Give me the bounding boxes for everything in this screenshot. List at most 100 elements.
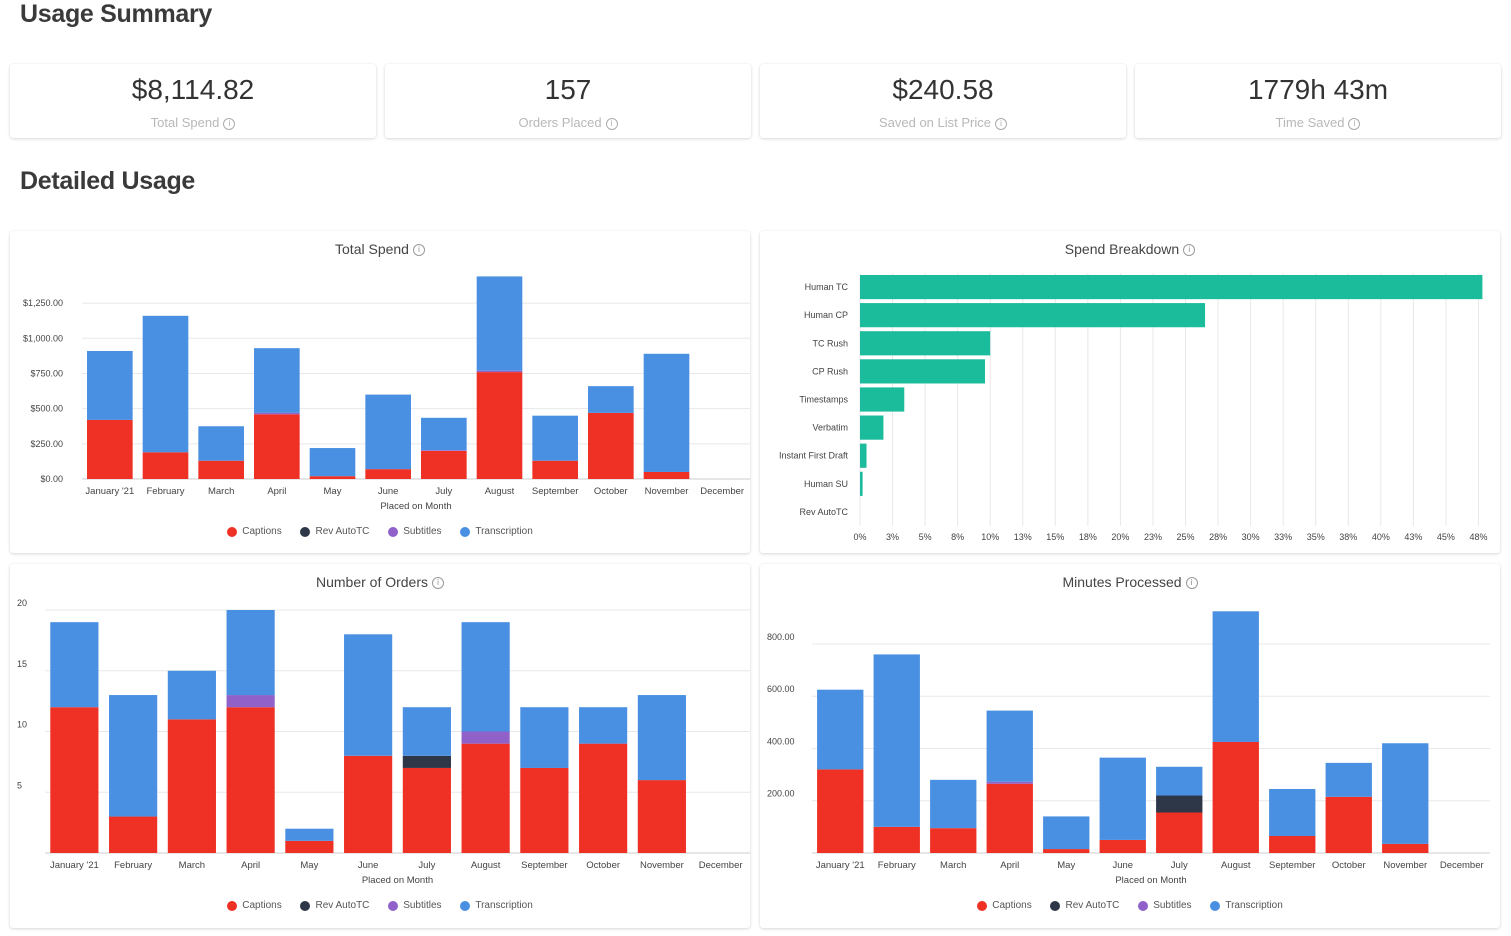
bar-captions-march <box>198 460 244 479</box>
x-tick-label: 48% <box>1469 532 1487 542</box>
x-tick-label: 8% <box>951 532 964 542</box>
bar-transcription-october <box>579 707 628 744</box>
x-tick-label: November <box>1383 860 1427 871</box>
legend-item-captions[interactable]: Captions <box>977 900 1032 911</box>
bar-transcription-april <box>226 610 275 696</box>
total-spend-chart-card: $0.00 $250.00 $500.00 $750.00 $1,000.00 $1,25… <box>10 231 750 553</box>
y-tick-label: Human CP <box>804 310 848 320</box>
x-tick-label: April <box>1000 860 1019 871</box>
info-icon[interactable]: i <box>605 117 618 130</box>
x-tick-label: September <box>521 860 567 871</box>
bar-transcription-may <box>1043 816 1090 850</box>
legend-dot <box>388 900 399 911</box>
bar-tc-rush <box>860 331 991 356</box>
x-tick-label: 13% <box>1014 532 1032 542</box>
x-tick-label: 3% <box>886 532 899 542</box>
y-tick-label: 15 <box>17 659 27 669</box>
bar-transcription-august <box>461 622 510 732</box>
minutes-processed-chart-card: 200.00 400.00 600.00 800.00 January '21 Febru… <box>760 564 1500 928</box>
chart-legend: Captions Rev AutoTC Subtitles Transcript… <box>760 900 1500 911</box>
bar-captions-june <box>365 469 411 479</box>
y-tick-label: 5 <box>17 780 22 790</box>
bar-captions-september <box>532 460 578 479</box>
x-tick-label: May <box>300 860 318 871</box>
x-tick-label: November <box>640 860 684 871</box>
legend-item-captions[interactable]: Captions <box>227 526 282 537</box>
x-tick-label: August <box>485 486 515 497</box>
bar-captions-february <box>142 452 189 479</box>
bar-captions-may <box>285 840 334 853</box>
bar-subtitles-july <box>421 450 467 451</box>
info-icon[interactable]: i <box>995 117 1007 130</box>
info-icon[interactable]: i <box>432 577 445 590</box>
bar-captions-august <box>461 743 510 853</box>
info-icon[interactable]: i <box>223 117 236 130</box>
bar-transcription-november <box>637 695 686 781</box>
bar-transcription-october <box>588 386 634 413</box>
legend-item-rev-autotc[interactable]: Rev AutoTC <box>1050 900 1119 911</box>
bar-human-cp <box>860 303 1206 328</box>
orders-placed-value: 157 <box>544 74 592 105</box>
bar-subtitles-april <box>226 695 275 708</box>
bar-captions-october <box>588 412 634 479</box>
x-tick-label: 23% <box>1144 532 1162 542</box>
legend-item-subtitles[interactable]: Subtitles <box>388 526 442 537</box>
info-icon[interactable]: i <box>1183 244 1196 257</box>
legend-item-captions[interactable]: Captions <box>227 900 282 911</box>
bar-subtitles-august <box>461 731 510 744</box>
bar-human-tc <box>860 274 1483 300</box>
legend-item-transcription[interactable]: Transcription <box>460 526 533 537</box>
saved-list-price-card: $240.58 Saved on List Price i <box>760 64 1126 138</box>
info-icon[interactable]: i <box>1185 577 1198 590</box>
x-tick-label: March <box>940 860 966 871</box>
x-tick-label: June <box>358 860 379 871</box>
bar-captions-february <box>873 826 920 853</box>
bar-transcription-january-21 <box>87 350 133 420</box>
legend-dot <box>977 900 988 911</box>
info-icon[interactable]: i <box>1348 117 1361 130</box>
y-tick-label: $250.00 <box>30 439 63 449</box>
x-tick-label: 30% <box>1242 532 1260 542</box>
bar-transcription-february <box>873 654 920 827</box>
legend-dot <box>460 526 471 537</box>
legend-dot <box>227 526 238 537</box>
bar-transcription-march <box>930 779 977 829</box>
x-tick-label: February <box>878 860 916 871</box>
y-tick-label: 200.00 <box>767 789 795 799</box>
x-tick-label: 5% <box>919 532 932 542</box>
orders-placed-label: Orders Placed i <box>385 115 751 130</box>
bar-transcription-august <box>476 276 523 371</box>
bar-captions-january-21 <box>87 419 133 479</box>
legend-item-transcription[interactable]: Transcription <box>1210 900 1283 911</box>
bar-transcription-february <box>142 315 189 453</box>
legend-item-subtitles[interactable]: Subtitles <box>388 900 442 911</box>
chart-legend: Captions Rev AutoTC Subtitles Transcript… <box>10 900 750 911</box>
y-tick-label: 400.00 <box>767 736 795 746</box>
bar-rev-autotc-july <box>1156 795 1203 813</box>
legend-dot <box>1210 900 1221 911</box>
x-tick-label: October <box>1332 860 1366 871</box>
bar-captions-july <box>1156 812 1203 853</box>
x-tick-label: July <box>418 860 435 871</box>
x-tick-label: 0% <box>853 532 866 542</box>
usage-summary-heading: Usage Summary <box>20 0 213 28</box>
info-icon[interactable]: i <box>412 244 425 257</box>
y-tick-label: CP Rush <box>812 366 848 376</box>
legend-item-rev-autotc[interactable]: Rev AutoTC <box>300 900 369 911</box>
bar-transcription-april <box>986 710 1033 782</box>
bar-captions-july <box>402 767 451 853</box>
chart-title: Spend Breakdown i <box>760 241 1500 257</box>
x-tick-label: October <box>586 860 620 871</box>
legend-item-rev-autotc[interactable]: Rev AutoTC <box>300 526 369 537</box>
bar-transcription-january-21 <box>817 689 864 770</box>
x-tick-label: December <box>699 860 743 871</box>
bar-transcription-january-21 <box>50 622 99 708</box>
bar-cp-rush <box>860 359 985 384</box>
bar-captions-june <box>344 755 393 853</box>
legend-item-subtitles[interactable]: Subtitles <box>1138 900 1192 911</box>
bar-transcription-september <box>532 415 578 461</box>
time-saved-value: 1779h 43m <box>1247 74 1389 105</box>
chart-title: Number of Orders i <box>10 574 750 590</box>
x-axis-title: Placed on Month <box>1115 875 1186 886</box>
legend-item-transcription[interactable]: Transcription <box>460 900 533 911</box>
